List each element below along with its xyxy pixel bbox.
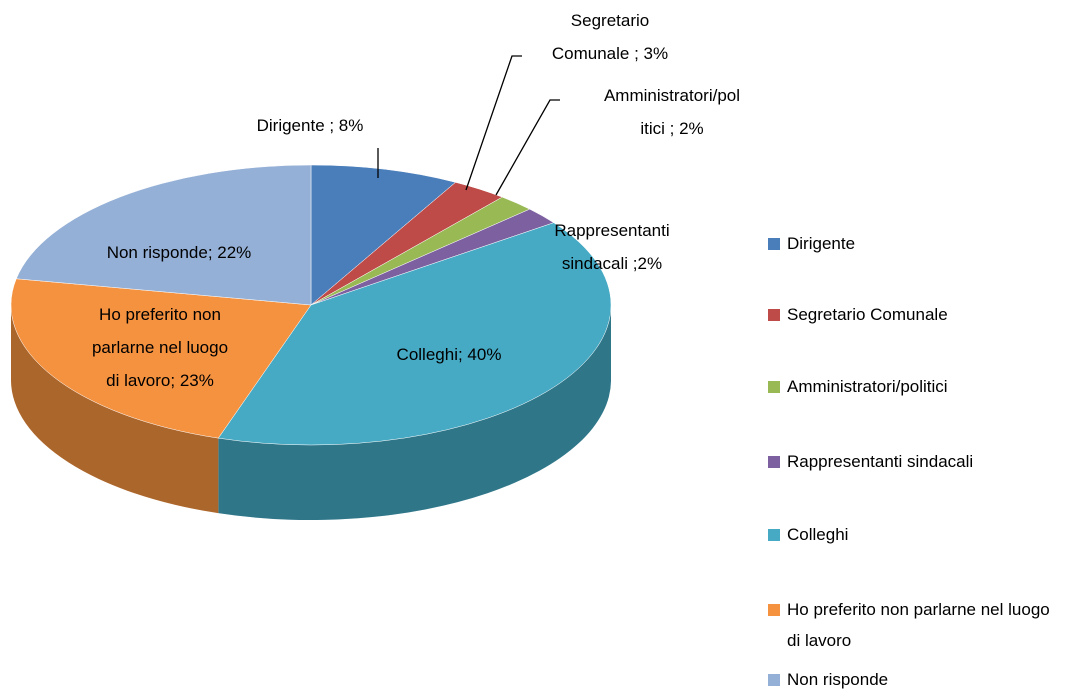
slice-side: [218, 305, 612, 521]
legend-swatch: [768, 604, 780, 616]
legend-item: Non risponde: [768, 664, 1068, 695]
legend-item: Segretario Comunale: [768, 299, 1068, 330]
legend-swatch: [768, 381, 780, 393]
legend-swatch: [768, 238, 780, 250]
legend-item: Ho preferito non parlarne nel luogo di l…: [768, 594, 1068, 656]
legend-item: Rappresentanti sindacali: [768, 446, 1068, 477]
slice: [310, 164, 457, 306]
legend-label: Colleghi: [787, 525, 849, 544]
data-label: Colleghi; 40%: [397, 345, 502, 364]
side-shade: [10, 305, 219, 514]
data-label: Rappresentanti sindacali ;2%: [554, 221, 669, 273]
legend-label: Segretario Comunale: [787, 305, 948, 324]
legend-label: Non risponde: [787, 670, 889, 689]
leader-line: [465, 55, 522, 191]
legend-swatch: [768, 674, 780, 686]
legend-label: Rappresentanti sindacali: [787, 452, 974, 471]
slice: [10, 278, 312, 439]
legend-swatch: [768, 529, 780, 541]
legend-label: Amministratori/politici: [787, 377, 948, 396]
data-label: Ho preferito non parlarne nel luogo di lav…: [92, 305, 228, 390]
legend-item: Colleghi: [768, 519, 1068, 550]
slice: [217, 222, 612, 446]
slice: [15, 164, 312, 306]
leader-line: [495, 99, 560, 196]
legend-swatch: [768, 456, 780, 468]
legend-label: Dirigente: [787, 234, 856, 253]
legend-swatch: [768, 309, 780, 321]
legend-label: Ho preferito non parlarne nel luogo di l…: [787, 600, 1050, 650]
legend-item: Dirigente: [768, 228, 1068, 259]
data-label: Segretario Comunale ; 3%: [552, 11, 668, 63]
data-label: Amministratori/pol itici ; 2%: [604, 86, 740, 138]
legend-item: Amministratori/politici: [768, 371, 1068, 402]
slice-side: [10, 305, 219, 514]
data-label: Non risponde; 22%: [107, 243, 252, 262]
side-shade: [218, 305, 612, 521]
data-label: Dirigente ; 8%: [257, 116, 364, 135]
